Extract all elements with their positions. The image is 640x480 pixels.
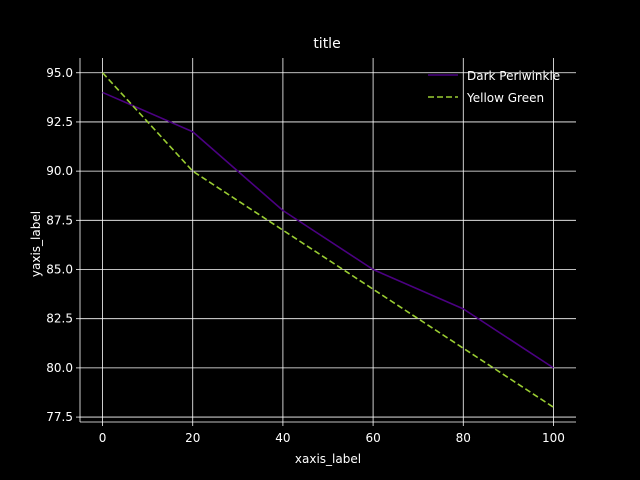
- series-line-dark-periwinkle: [102, 91, 554, 369]
- legend-label-dark-periwinkle: Dark Periwinkle: [467, 69, 560, 83]
- x-axis-label: xaxis_label: [295, 452, 361, 466]
- y-axis-label: yaxis_label: [29, 211, 43, 277]
- y-tick-label: 85.0: [46, 263, 73, 277]
- x-tick-label: 0: [99, 431, 107, 445]
- series-layer: [101, 72, 554, 408]
- axis-ticks: 0 20 40 60 80 100 77.5 80.0 82.5 85.0 87.5 90.0 92.5…: [46, 66, 565, 445]
- y-tick-label: 80.0: [46, 361, 73, 375]
- legend-label-yellow-green: Yellow Green: [466, 91, 544, 105]
- y-tick-label: 95.0: [46, 66, 73, 80]
- y-tick-label: 92.5: [46, 115, 73, 129]
- series-line-yellow-green: [101, 72, 554, 408]
- x-tick-label: 20: [185, 431, 200, 445]
- legend: Dark Periwinkle Yellow Green: [428, 69, 560, 105]
- y-tick-label: 77.5: [46, 410, 73, 424]
- y-tick-label: 90.0: [46, 164, 73, 178]
- y-tick-label: 82.5: [46, 312, 73, 326]
- x-tick-label: 80: [456, 431, 471, 445]
- axis-spines: [79, 58, 576, 423]
- chart-title: title: [313, 36, 340, 52]
- x-tick-label: 40: [275, 431, 290, 445]
- y-tick-label: 87.5: [46, 213, 73, 227]
- x-tick-label: 60: [365, 431, 380, 445]
- x-tick-label: 100: [542, 431, 565, 445]
- grid: [80, 58, 576, 422]
